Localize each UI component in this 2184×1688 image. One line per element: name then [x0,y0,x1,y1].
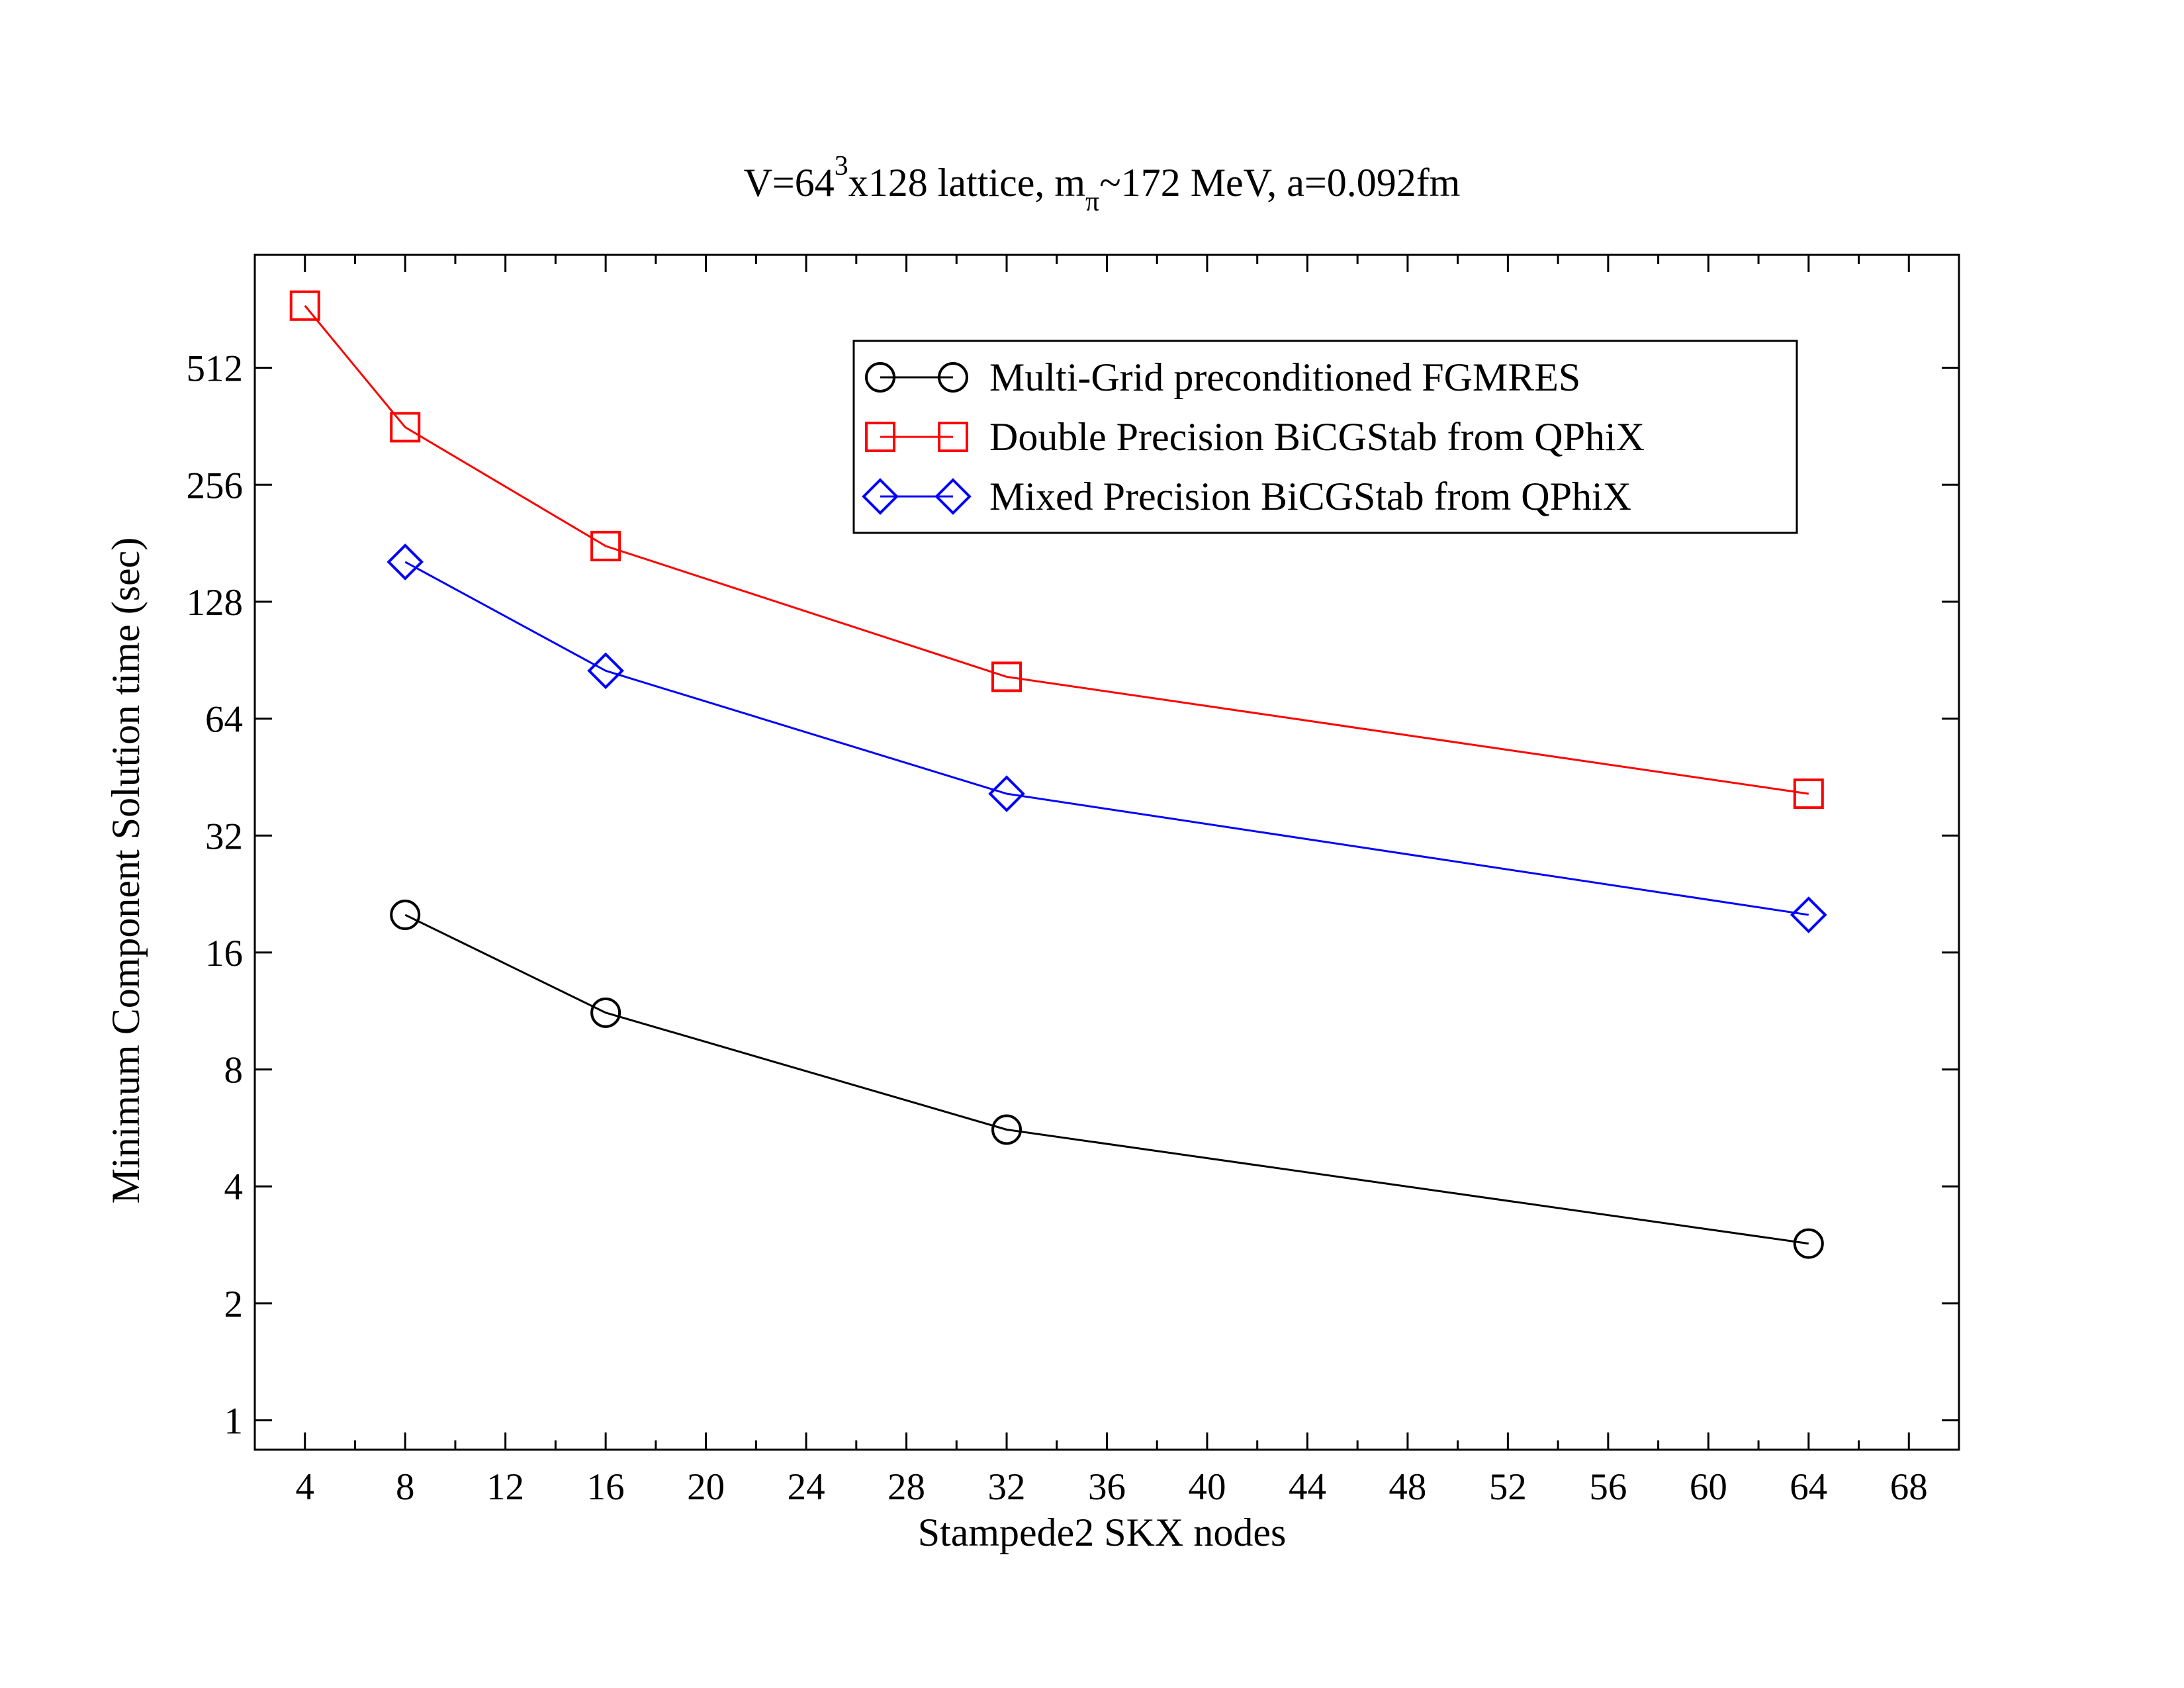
y-axis-label: Minimum Component Solution time (sec) [104,538,148,1204]
data-point-circle [590,997,621,1028]
series-line-0 [404,914,1809,1245]
y-tick-label: 8 [224,1050,244,1092]
x-tick-label: 16 [587,1466,625,1508]
x-tick-label: 36 [1088,1466,1126,1508]
y-tick-label: 32 [205,816,243,857]
legend: Multi-Grid preconditioned FGMRES Double P… [852,340,1798,534]
data-point-square [390,412,421,443]
data-point-diamond [1790,896,1827,933]
y-tick-label: 1 [224,1401,244,1442]
y-tick-label: 2 [224,1284,244,1325]
y-tick-label: 512 [187,348,244,390]
y-tick-label: 128 [187,582,244,624]
x-tick-label: 4 [295,1466,314,1508]
data-point-diamond [387,543,424,581]
data-point-diamond [988,775,1025,812]
data-point-diamond [587,652,624,690]
x-tick-label: 12 [486,1466,524,1508]
data-point-square [991,661,1023,692]
legend-marker [934,478,972,515]
x-tick-label: 68 [1890,1466,1928,1508]
x-tick-label: 44 [1289,1466,1326,1508]
series-line-1 [304,305,1809,795]
x-tick-label: 64 [1790,1466,1827,1508]
data-point-circle [1793,1228,1824,1259]
legend-entry-label: Multi-Grid preconditioned FGMRES [989,355,1580,399]
legend-box [852,340,1798,534]
data-point-circle [991,1114,1023,1145]
x-tick-label: 8 [396,1466,415,1508]
legend-marker [938,422,968,452]
y-tick-label: 16 [205,933,243,974]
y-tick-label: 64 [205,699,243,741]
y-tick-label: 256 [187,465,244,506]
legend-marker [865,422,895,452]
x-axis-label: Stampede2 SKX nodes [918,1511,1287,1554]
legend-marker [862,478,899,515]
legend-entry-label: Double Precision BiCGStab from QPhiX [989,415,1645,459]
x-tick-label: 24 [788,1466,825,1508]
x-tick-label: 32 [988,1466,1026,1508]
x-tick-label: 40 [1188,1466,1226,1508]
data-point-square [1793,778,1824,810]
legend-marker [938,362,968,393]
chart-title: V=643x128 lattice, mπ~172 MeV, a=0.092fm [744,151,1461,217]
x-tick-label: 52 [1489,1466,1527,1508]
plot-area: 4 8 12 16 20 24 28 32 36 40 44 48 52 56 60 64 6812481632… [187,254,1960,1508]
data-point-square [590,530,621,561]
series-line-2 [404,561,1809,916]
x-tick-label: 60 [1690,1466,1727,1508]
legend-entry-label: Mixed Precision BiCGStab from QPhiX [989,475,1631,518]
legend-marker [865,362,895,393]
x-tick-label: 56 [1589,1466,1627,1508]
data-point-circle [390,900,421,931]
y-tick-label: 4 [224,1166,244,1208]
x-tick-label: 48 [1388,1466,1426,1508]
data-point-square [289,290,320,321]
x-tick-label: 20 [687,1466,725,1508]
x-tick-label: 28 [887,1466,925,1508]
